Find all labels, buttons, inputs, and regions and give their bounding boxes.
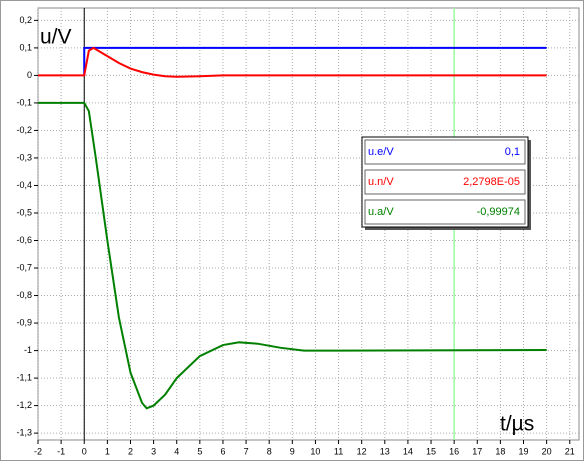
x-tick-label: 14	[403, 446, 413, 456]
x-tick-label: 6	[220, 446, 225, 456]
legend-cell	[364, 169, 526, 195]
legend-name: u.e/V	[368, 146, 394, 158]
y-tick-label: 0,1	[19, 42, 32, 52]
x-tick-label: 3	[151, 446, 156, 456]
y-tick-label: -0,1	[16, 97, 32, 107]
y-tick-label: 0,2	[19, 15, 32, 25]
x-tick-label: -2	[34, 446, 42, 456]
legend	[361, 136, 529, 228]
legend-value: 0,1	[505, 146, 520, 158]
x-axis-label: t/µs	[500, 413, 534, 436]
y-tick-label: -1,2	[16, 400, 32, 410]
series-line	[38, 101, 547, 410]
series-line	[83, 46, 547, 76]
x-tick-label: 2	[128, 446, 133, 456]
y-tick-label: -0,3	[16, 152, 32, 162]
x-tick-label: 18	[495, 446, 505, 456]
x-tick-label: -1	[57, 446, 65, 456]
x-tick-label: 15	[426, 446, 436, 456]
x-tick-label: 11	[334, 446, 343, 456]
y-tick-label: -0,9	[16, 317, 32, 327]
y-tick-label: -0,2	[16, 125, 32, 135]
x-tick-label: 16	[449, 446, 459, 456]
x-tick-label: 19	[519, 446, 529, 456]
y-axis-label: u/V	[40, 26, 72, 49]
x-tick-label: 13	[380, 446, 390, 456]
x-tick-label: 21	[565, 446, 575, 456]
x-tick-label: 5	[197, 446, 202, 456]
x-tick-label: 9	[290, 446, 295, 456]
y-tick-label: -0,6	[16, 235, 32, 245]
y-tick-label: 0	[27, 70, 32, 80]
legend-cell	[364, 139, 526, 165]
x-tick-label: 0	[82, 446, 87, 456]
y-tick-label: -0,7	[16, 262, 32, 272]
x-tick-label: 7	[244, 446, 249, 456]
legend-name: u.a/V	[368, 206, 394, 218]
y-tick-label: -1	[24, 345, 32, 355]
x-tick-label: 17	[472, 446, 482, 456]
y-tick-label: -1,3	[16, 427, 32, 437]
legend-value: 2,2798E-05	[463, 176, 520, 188]
legend-value: -0,99974	[477, 206, 520, 218]
y-tick-label: -0,4	[16, 180, 32, 190]
y-tick-label: -1,1	[16, 372, 32, 382]
x-tick-label: 1	[105, 446, 110, 456]
x-tick-label: 10	[310, 446, 320, 456]
x-tick-label: 4	[174, 446, 179, 456]
series-line	[38, 46, 547, 78]
x-tick-label: 8	[267, 446, 272, 456]
x-tick-label: 20	[542, 446, 552, 456]
legend-cell	[364, 199, 526, 225]
x-tick-label: 12	[357, 446, 367, 456]
y-tick-label: -0,8	[16, 290, 32, 300]
y-tick-label: -0,5	[16, 207, 32, 217]
legend-name: u.n/V	[368, 176, 394, 188]
